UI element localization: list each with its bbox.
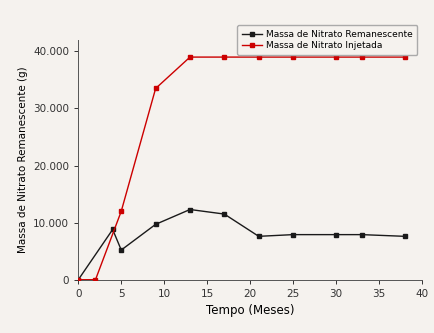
X-axis label: Tempo (Meses): Tempo (Meses) bbox=[205, 304, 294, 317]
Massa de Nitrato Injetada bbox=[333, 55, 338, 59]
Massa de Nitrato Remanescente bbox=[401, 234, 407, 238]
Massa de Nitrato Injetada bbox=[358, 55, 364, 59]
Massa de Nitrato Injetada bbox=[256, 55, 261, 59]
Massa de Nitrato Injetada bbox=[118, 209, 124, 213]
Y-axis label: Massa de Nitrato Remanescente (g): Massa de Nitrato Remanescente (g) bbox=[18, 67, 28, 253]
Legend: Massa de Nitrato Remanescente, Massa de Nitrato Injetada: Massa de Nitrato Remanescente, Massa de … bbox=[237, 25, 417, 55]
Massa de Nitrato Injetada bbox=[153, 87, 158, 91]
Massa de Nitrato Injetada bbox=[76, 278, 81, 282]
Line: Massa de Nitrato Injetada: Massa de Nitrato Injetada bbox=[76, 55, 406, 282]
Massa de Nitrato Remanescente bbox=[118, 248, 124, 252]
Massa de Nitrato Remanescente bbox=[221, 212, 227, 216]
Massa de Nitrato Remanescente bbox=[153, 222, 158, 226]
Massa de Nitrato Remanescente bbox=[110, 227, 115, 231]
Massa de Nitrato Remanescente bbox=[187, 207, 192, 211]
Line: Massa de Nitrato Remanescente: Massa de Nitrato Remanescente bbox=[76, 207, 406, 282]
Massa de Nitrato Remanescente bbox=[76, 278, 81, 282]
Massa de Nitrato Remanescente bbox=[290, 233, 295, 237]
Massa de Nitrato Remanescente bbox=[256, 234, 261, 238]
Massa de Nitrato Remanescente bbox=[358, 233, 364, 237]
Massa de Nitrato Injetada bbox=[401, 55, 407, 59]
Massa de Nitrato Injetada bbox=[187, 55, 192, 59]
Massa de Nitrato Injetada bbox=[221, 55, 227, 59]
Massa de Nitrato Injetada bbox=[93, 278, 98, 282]
Massa de Nitrato Remanescente bbox=[333, 233, 338, 237]
Massa de Nitrato Injetada bbox=[290, 55, 295, 59]
